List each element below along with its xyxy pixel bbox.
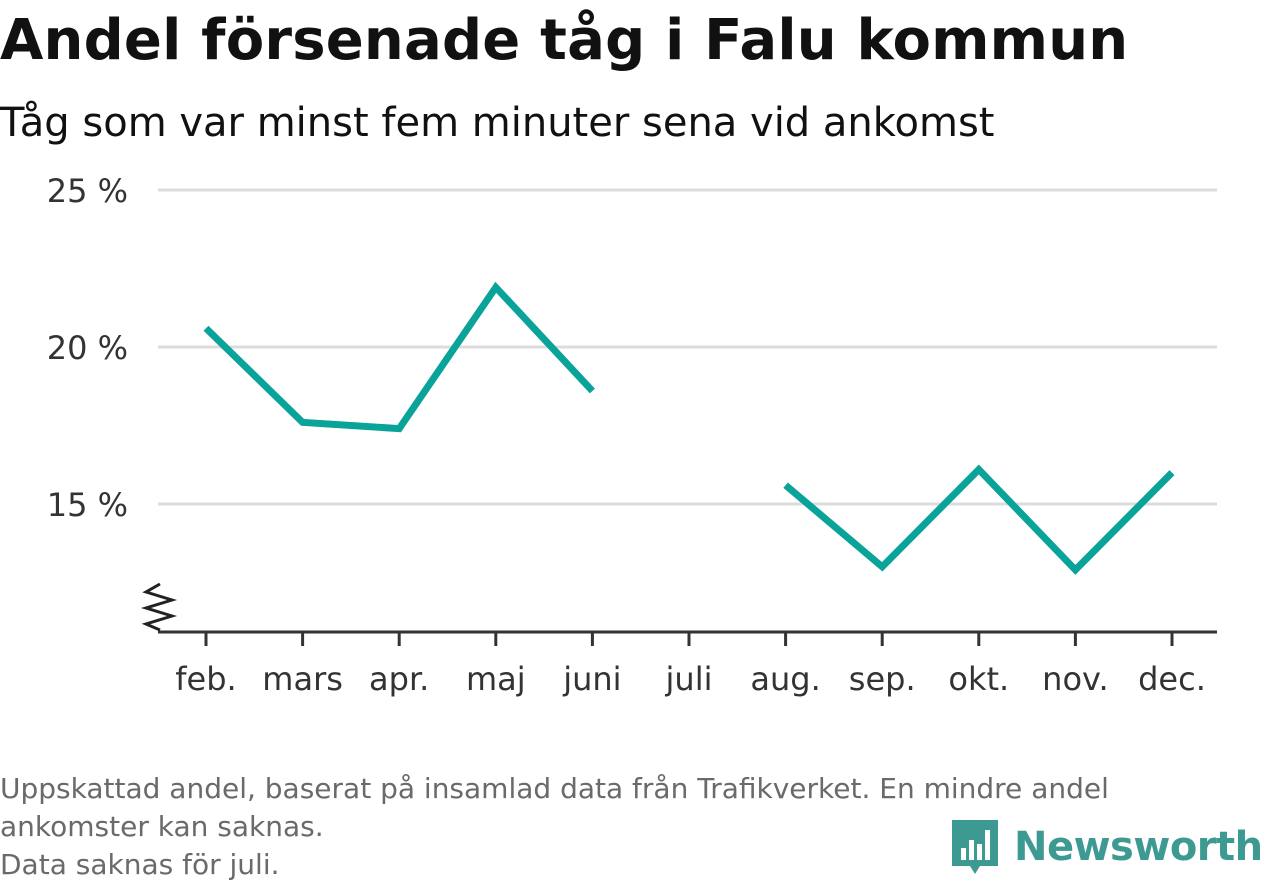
footer-note-line-3: Data saknas för juli. — [0, 848, 280, 881]
x-tick-label: maj — [466, 660, 526, 698]
y-tick-label: 25 % — [47, 172, 128, 210]
x-tick-label: feb. — [175, 660, 236, 698]
x-tick-label: sep. — [849, 660, 916, 698]
x-tick-label: dec. — [1138, 660, 1206, 698]
newsworthy-logo-icon — [952, 820, 998, 874]
gridlines — [158, 188, 1217, 506]
y-tick-label: 15 % — [47, 486, 128, 524]
chart-subtitle: Tåg som var minst fem minuter sena vid a… — [0, 100, 995, 146]
x-tick-label: juni — [562, 660, 621, 698]
footer-note-line-2: ankomster kan saknas. — [0, 810, 324, 843]
line-chart: 15 % 20 % 25 % feb. mars apr. maj juni juli aug.… — [47, 172, 1217, 698]
series-line-segment — [203, 281, 595, 433]
y-tick-label: 20 % — [47, 329, 128, 367]
x-tick-label: juli — [665, 660, 713, 698]
chart-footer: Uppskattad andel, baserat på insamlad da… — [0, 770, 1250, 884]
newsworthy-logo[interactable]: Newsworthy — [950, 818, 1262, 876]
footer-note-line-1: Uppskattad andel, baserat på insamlad da… — [0, 772, 1109, 805]
series-line-segment — [783, 464, 1175, 575]
series-lines — [203, 281, 1175, 575]
x-tick-label: nov. — [1042, 660, 1108, 698]
x-tick-label: apr. — [369, 660, 429, 698]
y-axis-break-icon — [140, 582, 178, 632]
x-tick-label: aug. — [750, 660, 820, 698]
chart-title: Andel försenade tåg i Falu kommun — [0, 8, 1129, 73]
x-tick-label: mars — [262, 660, 343, 698]
x-tick-label: okt. — [948, 660, 1009, 698]
brand-name: Newsworthy — [1014, 824, 1262, 870]
y-axis-ticks: 15 % 20 % 25 % — [47, 172, 128, 524]
x-axis: feb. mars apr. maj juni juli aug. sep. okt. nov. d… — [140, 582, 1217, 698]
